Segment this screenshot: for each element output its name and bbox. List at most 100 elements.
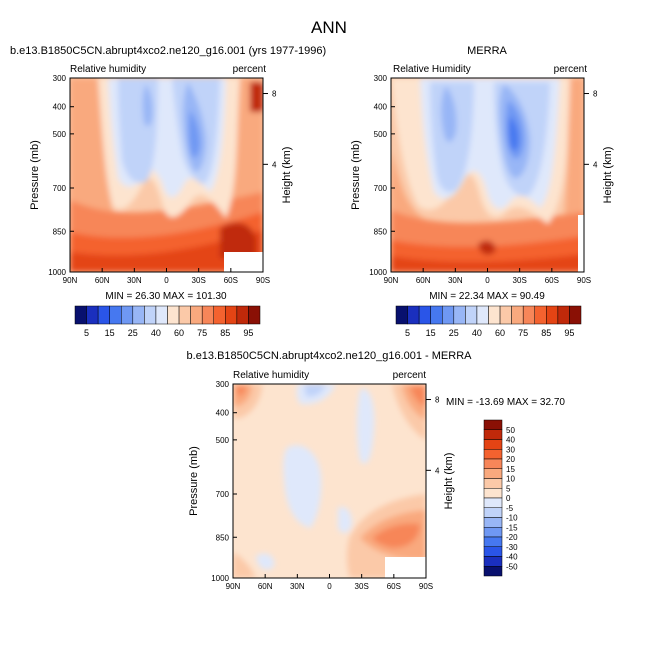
model-xtick-label: 60S [224,276,238,285]
obs-ytick-label: 300 [374,74,388,83]
diff-xtick-label: 30N [290,582,305,591]
model-xtick-label: 90S [256,276,270,285]
model-ytick-label: 300 [53,74,67,83]
colorbar-swatch [546,305,559,325]
diff-ytick-label: 1000 [211,574,229,583]
diff-ytick-label: 850 [216,533,230,542]
colorbar-swatch [430,305,443,325]
panel-model-title: b.e13.B1850C5CN.abrupt4xco2.ne120_g16.00… [10,45,326,57]
colorbar-swatch [522,305,535,325]
model-xtick-label: 30S [192,276,206,285]
colorbar-diff-swatch [483,458,503,469]
colorbar-swatch [511,305,524,325]
colorbar-swatch [190,305,203,325]
model-ytick-label: 500 [53,130,67,139]
colorbar-swatch [488,305,501,325]
obs-y2tick-label: 4 [593,160,598,169]
panel-model-left-label: Relative humidity [70,64,146,75]
panel-diff-right-label: percent [393,370,427,381]
colorbar-swatch [442,305,455,325]
colorbar-label: 85 [541,328,551,338]
colorbar-diff-label: -40 [506,553,518,562]
panel-obs-left-label: Relative Humidity [393,64,471,75]
colorbar-swatch [248,305,261,325]
obs-xtick-label: 30S [513,276,527,285]
model-ytick-label: 1000 [48,268,66,277]
colorbar-swatch [74,305,87,325]
panel-model-stats: MIN = 26.30 MAX = 101.30 [105,291,227,302]
colorbar-swatch [534,305,547,325]
colorbar-diff-swatch [483,468,503,479]
obs-xtick-label: 90N [384,276,399,285]
diff-ytick-label: 300 [216,380,230,389]
colorbar-swatch [155,305,168,325]
panel-diff: b.e13.B1850C5CN.abrupt4xco2.ne120_g16.00… [187,350,566,591]
colorbar-label: 15 [105,328,115,338]
colorbar-diff-swatch [483,517,503,528]
colorbar-label: 85 [220,328,230,338]
panel-diff-y2label: Height (km) [443,453,455,510]
panel-diff-stats: MIN = -13.69 MAX = 32.70 [446,397,565,408]
colorbar-diff-label: -15 [506,523,518,532]
colorbar-label: 75 [518,328,528,338]
colorbar-diff-swatch [483,556,503,567]
panel-obs-field [391,78,584,272]
panel-diff-ylabel: Pressure (mb) [188,446,200,516]
colorbar-diff-label: 40 [506,436,515,445]
colorbar-swatch [395,305,408,325]
colorbar-label: 25 [128,328,138,338]
panel-obs-stats: MIN = 22.34 MAX = 90.49 [429,291,545,302]
panel-obs: MERRA Relative Humidity percent [350,45,614,302]
colorbar-diff-swatch [483,497,503,508]
diff-ytick-label: 500 [216,436,230,445]
colorbar-swatch [132,305,145,325]
diff-xtick-label: 0 [327,582,332,591]
panel-obs-title: MERRA [467,45,507,57]
diff-xtick-label: 90N [226,582,241,591]
model-ytick-label: 850 [53,227,67,236]
obs-xtick-label: 0 [485,276,490,285]
colorbar-swatch [144,305,157,325]
panel-obs-right-label: percent [554,64,588,75]
obs-ytick-label: 850 [374,227,388,236]
colorbar-diff-swatch [483,419,503,430]
panel-obs-ylabel: Pressure (mb) [350,140,362,210]
colorbar-label: 5 [405,328,410,338]
diff-xtick-label: 30S [355,582,369,591]
colorbar-swatch [499,305,512,325]
panel-model-right-label: percent [233,64,267,75]
colorbar-obs: 5 15 25 40 60 75 85 95 [395,305,582,338]
colorbar-diff-swatch [483,536,503,547]
colorbar-swatch [225,305,238,325]
colorbar-label: 25 [449,328,459,338]
colorbar-diff-label: -30 [506,543,518,552]
model-xtick-label: 30N [127,276,142,285]
colorbar-diff-swatch [483,507,503,518]
colorbar-swatch [213,305,226,325]
colorbar-label: 60 [174,328,184,338]
colorbar-diff-swatch [483,546,503,557]
obs-ytick-label: 700 [374,184,388,193]
colorbar-swatch [121,305,134,325]
colorbar-diff-label: 30 [506,445,515,454]
panel-model-field [70,78,263,272]
colorbar-model: 5 15 25 40 60 75 85 95 [74,305,261,338]
colorbar-diff-label: 20 [506,455,515,464]
colorbar-swatch [418,305,431,325]
colorbar-diff-swatch [483,439,503,450]
model-xtick-label: 60N [95,276,110,285]
colorbar-swatch [86,305,99,325]
colorbar-diff-label: 50 [506,426,515,435]
colorbar-label: 95 [243,328,253,338]
obs-xtick-label: 60S [545,276,559,285]
colorbar-swatch [453,305,466,325]
colorbar-diff-swatch [483,429,503,440]
colorbar-diff-label: 0 [506,494,511,503]
obs-ytick-label: 400 [374,103,388,112]
colorbar-label: 5 [84,328,89,338]
colorbar-diff-swatch [483,488,503,499]
colorbar-label: 95 [564,328,574,338]
colorbar-swatch [476,305,489,325]
diff-y2tick-label: 8 [435,396,440,405]
colorbar-swatch [97,305,110,325]
